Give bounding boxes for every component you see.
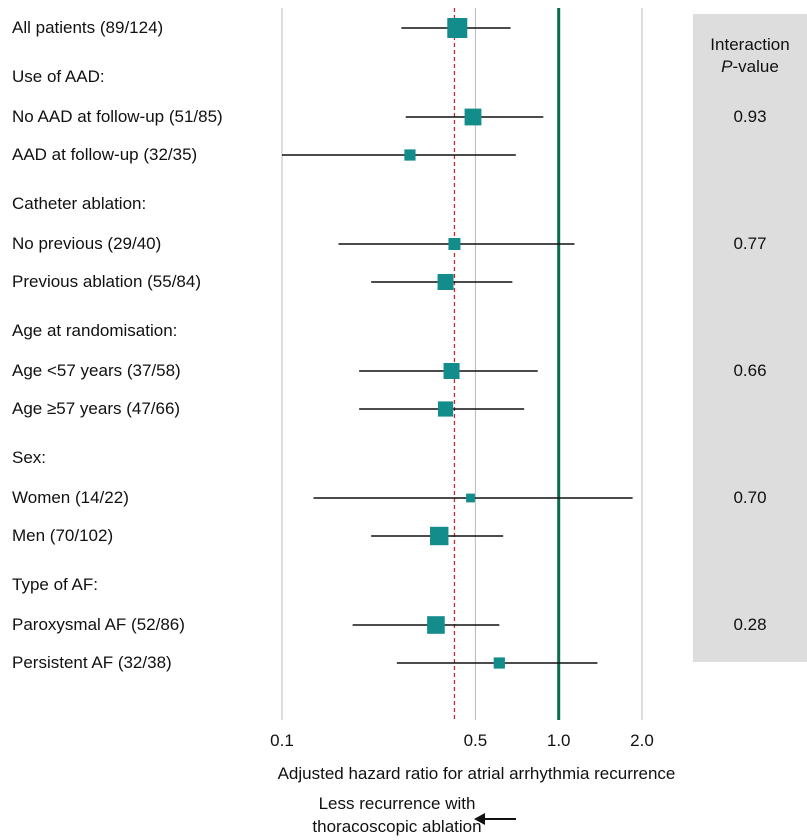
p-value: 0.93 — [733, 107, 767, 126]
group-header: Catheter ablation: — [12, 194, 147, 213]
hr-marker — [466, 493, 475, 503]
favours-note-line2: thoracoscopic ablation — [312, 817, 482, 836]
row-label: No AAD at follow-up (51/85) — [12, 107, 223, 126]
x-tick-label: 0.1 — [270, 731, 294, 750]
interaction-panel — [693, 14, 807, 662]
hr-marker — [437, 274, 454, 290]
hr-marker — [430, 526, 449, 546]
hr-marker — [443, 363, 460, 379]
row-label: Persistent AF (32/38) — [12, 653, 172, 672]
hr-marker — [437, 401, 454, 417]
hr-marker — [447, 18, 468, 38]
p-value: 0.28 — [733, 615, 767, 634]
p-value: 0.77 — [733, 234, 767, 253]
x-axis-label: Adjusted hazard ratio for atrial arrhyth… — [277, 764, 676, 783]
x-tick-label: 1.0 — [546, 731, 571, 750]
group-header: Type of AF: — [12, 575, 98, 594]
row-label: Men (70/102) — [12, 526, 114, 545]
row-label: No previous (29/40) — [12, 234, 162, 253]
row-label: All patients (89/124) — [12, 18, 164, 37]
row-label: Women (14/22) — [12, 488, 129, 507]
interaction-header-line1: Interaction — [710, 35, 790, 54]
group-header: Use of AAD: — [12, 67, 105, 86]
row-label: Paroxysmal AF (52/86) — [12, 615, 185, 634]
hr-marker — [448, 238, 461, 250]
hr-marker — [464, 108, 482, 126]
interaction-header: Interaction P-value — [693, 34, 807, 78]
group-header: Age at randomisation: — [12, 321, 178, 340]
row-label: Age <57 years (37/58) — [12, 361, 181, 380]
favours-note-line1: Less recurrence with — [318, 794, 476, 813]
x-tick-label: 2.0 — [630, 731, 654, 750]
group-header: Sex: — [12, 448, 47, 467]
p-value: 0.66 — [733, 361, 767, 380]
row-label: Age ≥57 years (47/66) — [12, 399, 181, 418]
x-tick-label: 0.5 — [463, 731, 488, 750]
hr-marker — [493, 657, 505, 669]
hr-marker — [427, 616, 445, 634]
row-label: AAD at follow-up (32/35) — [12, 145, 198, 164]
row-label: Previous ablation (55/84) — [12, 272, 202, 291]
left-arrow-icon — [474, 813, 516, 825]
favours-note: Less recurrence with thoracoscopic ablat… — [312, 792, 482, 838]
p-value: 0.70 — [733, 488, 767, 507]
hr-marker — [404, 149, 416, 161]
interaction-header-line2: P-value — [721, 57, 779, 76]
